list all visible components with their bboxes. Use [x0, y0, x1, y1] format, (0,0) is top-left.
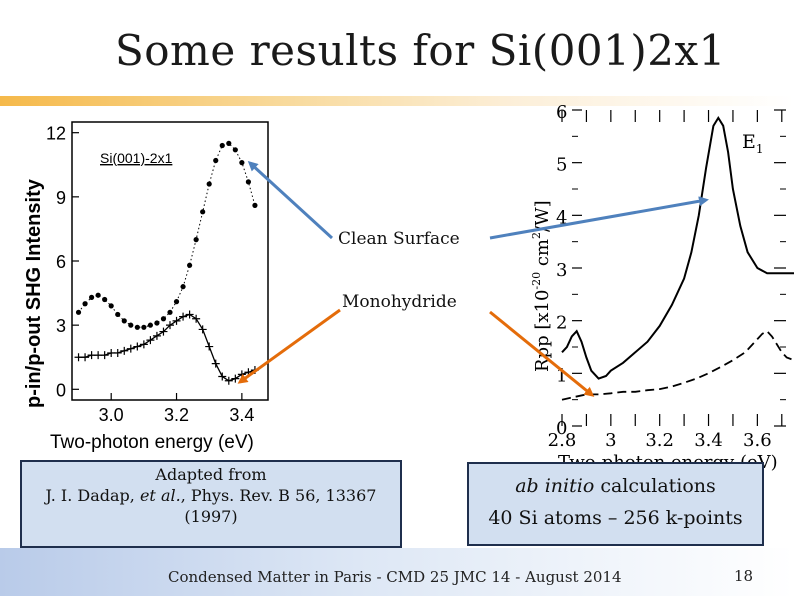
monohydride-point — [198, 325, 207, 334]
monohydride-point — [81, 353, 90, 362]
peak-label-E1: E1 — [742, 131, 764, 156]
clean-surface-point — [193, 237, 199, 243]
monohydride-point — [205, 342, 214, 351]
clean-surface-point — [108, 303, 114, 309]
monohydride-point — [133, 342, 142, 351]
clean-surface-point — [206, 181, 212, 187]
right-ytick-label: 1 — [556, 365, 567, 386]
clean-surface-point — [200, 209, 206, 215]
clean-surface-point — [102, 296, 108, 303]
calculation-box: ab initio calculations 40 Si atoms – 256… — [467, 462, 764, 546]
clean-surface-point — [187, 262, 193, 268]
right-xtick-label: 3.6 — [743, 430, 772, 451]
monohydride-point — [120, 346, 129, 355]
monohydride-point — [192, 314, 201, 323]
monohydride-point — [139, 340, 148, 349]
top-accent-band — [0, 96, 794, 106]
clean-surface-point — [128, 322, 134, 328]
clean-surface-point — [147, 322, 153, 328]
monohydride-point — [146, 336, 155, 345]
monohydride-point — [224, 376, 233, 385]
clean-surface-point — [226, 140, 232, 146]
left-xtick-label: 3.4 — [229, 405, 254, 425]
clean-surface-arrow-right — [489, 196, 709, 240]
right-ytick-label: 0 — [556, 418, 567, 439]
monohydride-point — [166, 321, 174, 330]
right-ytick-label: 3 — [556, 260, 567, 281]
monohydride-label: Monohydride — [342, 292, 457, 312]
clean-surface-point — [134, 324, 140, 330]
monohydride-point — [172, 316, 181, 325]
monohydride-arrow-right — [489, 310, 595, 397]
right-ytick-label: 4 — [556, 207, 567, 228]
reference-line-2: J. I. Dadap, et al., Phys. Rev. B 56, 13… — [45, 486, 377, 505]
left-xtick-label: 3.2 — [164, 405, 189, 425]
clean-surface-point — [89, 294, 95, 300]
left-ytick-label: 12 — [46, 124, 66, 144]
clean-surface-point — [115, 311, 121, 318]
left-xtick-label: 3.0 — [99, 405, 124, 425]
reference-line-3: (1997) — [184, 507, 238, 526]
clean-surface-point — [252, 202, 258, 208]
clean-surface-point — [245, 179, 251, 185]
clean-surface-label: Clean Surface — [338, 229, 460, 249]
reference-line-1: Adapted from — [155, 465, 267, 484]
monohydride-point — [113, 348, 122, 357]
clean-surface-point — [173, 299, 180, 305]
right-xtick-label: 3.2 — [645, 430, 674, 451]
left-y-axis-label: p-in/p-out SHG Intensity — [23, 178, 45, 408]
monohydride-point — [100, 351, 109, 360]
clean-surface-point — [232, 147, 238, 153]
monohydride-point — [218, 372, 227, 381]
right-ytick-label: 2 — [556, 313, 567, 334]
slide-title: Some results for Si(001)2x1 — [115, 26, 726, 75]
clean-surface-point — [141, 324, 147, 330]
right-xtick-label: 3.4 — [694, 430, 723, 451]
monohydride-arrow-left — [237, 308, 341, 384]
calc-line-1: ab initio calculations — [515, 475, 716, 497]
clean-surface-point — [180, 284, 186, 290]
clean-surface-point — [219, 142, 225, 149]
right-xtick-label: 2.8 — [548, 430, 577, 451]
monohydride-fit-line — [78, 313, 256, 382]
bottom-accent-band — [0, 548, 794, 596]
monohydride-point — [152, 331, 161, 340]
monohydride-point — [159, 327, 168, 336]
left-x-axis-label: Two-photon energy (eV) — [50, 432, 254, 453]
clean-surface-point — [95, 292, 101, 298]
right-xtick-label: 3 — [605, 430, 616, 451]
page-number: 18 — [734, 567, 754, 585]
clean-surface-point — [213, 157, 219, 164]
monohydride-point — [179, 312, 188, 321]
monohydride-point — [211, 359, 220, 368]
monohydride-point — [185, 310, 194, 319]
clean-surface-point — [82, 301, 88, 307]
clean-surface-point — [160, 316, 167, 322]
left-ytick-label: 3 — [56, 316, 66, 336]
left-ytick-label: 9 — [56, 188, 66, 208]
left-chart-experimental: Si(001)-2x1 p-in/p-out SHG Intensity Two… — [23, 121, 269, 453]
left-inset-label: Si(001)-2x1 — [100, 150, 173, 166]
clean-surface-point — [239, 160, 245, 166]
clean-surface-point — [154, 320, 160, 326]
monohydride-point — [126, 344, 135, 353]
reference-box: Adapted from J. I. Dadap, et al., Phys. … — [20, 460, 402, 548]
clean-surface-point — [167, 309, 173, 315]
left-ytick-label: 6 — [56, 252, 66, 272]
clean-surface-calc-line — [561, 116, 794, 380]
left-ytick-label: 0 — [56, 380, 66, 400]
clean-surface-arrow-left — [247, 160, 334, 240]
right-ytick-label: 5 — [556, 155, 567, 176]
monohydride-calc-line — [561, 330, 794, 401]
clean-surface-point — [75, 309, 82, 315]
clean-surface-point — [121, 318, 127, 324]
calc-line-2: 40 Si atoms – 256 k-points — [488, 507, 743, 529]
footer-text: Condensed Matter in Paris - CMD 25 JMC 1… — [168, 568, 622, 586]
